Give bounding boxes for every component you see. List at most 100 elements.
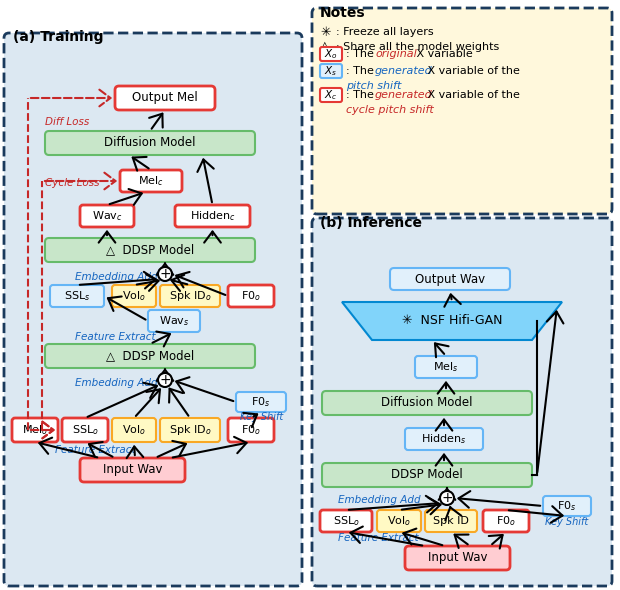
FancyBboxPatch shape — [112, 418, 156, 442]
Text: Embedding Add: Embedding Add — [338, 495, 420, 505]
Text: F0$_s$: F0$_s$ — [557, 499, 577, 513]
Text: Feature Extract: Feature Extract — [75, 332, 156, 342]
Text: +: + — [441, 490, 453, 504]
FancyBboxPatch shape — [405, 428, 483, 450]
Text: Vol$_o$: Vol$_o$ — [387, 514, 411, 528]
Text: Wav$_c$: Wav$_c$ — [92, 209, 122, 223]
Text: Diffusion Model: Diffusion Model — [381, 396, 472, 409]
Circle shape — [440, 491, 454, 505]
FancyBboxPatch shape — [377, 510, 421, 532]
FancyBboxPatch shape — [322, 391, 532, 415]
Text: Output Mel: Output Mel — [132, 91, 198, 104]
Text: △: △ — [320, 41, 330, 54]
Text: ✳: ✳ — [320, 25, 330, 38]
Text: : The: : The — [346, 90, 378, 100]
Text: △  DDSP Model: △ DDSP Model — [106, 349, 194, 362]
FancyBboxPatch shape — [228, 285, 274, 307]
Text: Key Shift: Key Shift — [240, 412, 283, 422]
Text: Mel$_o$: Mel$_o$ — [22, 423, 48, 437]
FancyBboxPatch shape — [390, 268, 510, 290]
FancyBboxPatch shape — [320, 510, 372, 532]
Text: Input Wav: Input Wav — [103, 464, 162, 477]
FancyBboxPatch shape — [320, 47, 342, 61]
FancyBboxPatch shape — [405, 546, 510, 570]
Text: X variable: X variable — [413, 49, 472, 59]
FancyBboxPatch shape — [236, 392, 286, 412]
Text: Embedding Add: Embedding Add — [75, 272, 157, 282]
FancyBboxPatch shape — [120, 170, 182, 192]
Text: Spk ID$_o$: Spk ID$_o$ — [169, 423, 211, 437]
FancyBboxPatch shape — [45, 344, 255, 368]
Text: DDSP Model: DDSP Model — [391, 468, 463, 481]
Text: cycle pitch shift: cycle pitch shift — [346, 105, 434, 115]
Text: (a) Training: (a) Training — [13, 30, 104, 44]
FancyBboxPatch shape — [425, 510, 477, 532]
Text: SSL$_o$: SSL$_o$ — [332, 514, 360, 528]
Text: : Freeze all layers: : Freeze all layers — [336, 27, 433, 37]
Text: Notes: Notes — [320, 6, 366, 20]
FancyBboxPatch shape — [45, 131, 255, 155]
Text: Wav$_s$: Wav$_s$ — [159, 314, 189, 328]
FancyBboxPatch shape — [228, 418, 274, 442]
FancyBboxPatch shape — [80, 205, 134, 227]
Text: Feature Extract: Feature Extract — [338, 533, 419, 543]
Text: Hidden$_s$: Hidden$_s$ — [421, 432, 467, 446]
FancyBboxPatch shape — [112, 285, 156, 307]
Text: X variable of the: X variable of the — [424, 90, 520, 100]
Text: Output Wav: Output Wav — [415, 273, 485, 286]
Text: $X_c$: $X_c$ — [324, 88, 338, 102]
FancyBboxPatch shape — [415, 356, 477, 378]
FancyBboxPatch shape — [175, 205, 250, 227]
Text: $X_s$: $X_s$ — [324, 64, 338, 78]
FancyBboxPatch shape — [115, 86, 215, 110]
FancyBboxPatch shape — [160, 418, 220, 442]
FancyBboxPatch shape — [483, 510, 529, 532]
Text: Input Wav: Input Wav — [428, 552, 487, 565]
Text: : Share all the model weights: : Share all the model weights — [336, 42, 499, 52]
Text: ✳  NSF Hifi-GAN: ✳ NSF Hifi-GAN — [402, 314, 502, 327]
Text: SSL$_o$: SSL$_o$ — [71, 423, 99, 437]
Text: Mel$_s$: Mel$_s$ — [433, 360, 459, 374]
Text: SSL$_s$: SSL$_s$ — [64, 289, 90, 303]
Text: Embedding Add: Embedding Add — [75, 378, 157, 388]
Text: : The: : The — [346, 66, 378, 76]
Text: Spk ID$_o$: Spk ID$_o$ — [169, 289, 211, 303]
FancyBboxPatch shape — [320, 88, 342, 102]
Text: generated: generated — [375, 66, 433, 76]
Text: F0$_s$: F0$_s$ — [251, 395, 271, 409]
Text: Cycle Loss: Cycle Loss — [45, 178, 99, 188]
Text: Feature Extract: Feature Extract — [55, 445, 136, 455]
FancyBboxPatch shape — [12, 418, 58, 442]
Text: Vol$_o$: Vol$_o$ — [122, 423, 146, 437]
Text: F0$_o$: F0$_o$ — [496, 514, 516, 528]
Text: (b) Inference: (b) Inference — [320, 216, 422, 230]
Text: +: + — [159, 267, 171, 280]
FancyBboxPatch shape — [4, 33, 302, 586]
FancyBboxPatch shape — [45, 238, 255, 262]
Text: F0$_o$: F0$_o$ — [241, 289, 261, 303]
Polygon shape — [342, 302, 562, 340]
Text: pitch shift: pitch shift — [346, 81, 401, 91]
Text: △  DDSP Model: △ DDSP Model — [106, 244, 194, 257]
Text: Mel$_c$: Mel$_c$ — [138, 174, 164, 188]
FancyBboxPatch shape — [148, 310, 200, 332]
Circle shape — [158, 373, 172, 387]
FancyBboxPatch shape — [312, 218, 612, 586]
Circle shape — [158, 267, 172, 281]
Text: Vol$_o$: Vol$_o$ — [122, 289, 146, 303]
FancyBboxPatch shape — [322, 463, 532, 487]
FancyBboxPatch shape — [80, 458, 185, 482]
FancyBboxPatch shape — [543, 496, 591, 516]
FancyBboxPatch shape — [160, 285, 220, 307]
Text: Spk ID: Spk ID — [433, 516, 469, 526]
Text: generated: generated — [375, 90, 433, 100]
FancyBboxPatch shape — [50, 285, 104, 307]
FancyBboxPatch shape — [320, 64, 342, 78]
Text: X variable of the: X variable of the — [424, 66, 520, 76]
FancyBboxPatch shape — [312, 8, 612, 214]
Text: Key Shift: Key Shift — [545, 517, 588, 527]
Text: original: original — [375, 49, 417, 59]
Text: F0$_o$: F0$_o$ — [241, 423, 261, 437]
Text: $X_o$: $X_o$ — [324, 47, 338, 61]
Text: Diff Loss: Diff Loss — [45, 117, 89, 127]
